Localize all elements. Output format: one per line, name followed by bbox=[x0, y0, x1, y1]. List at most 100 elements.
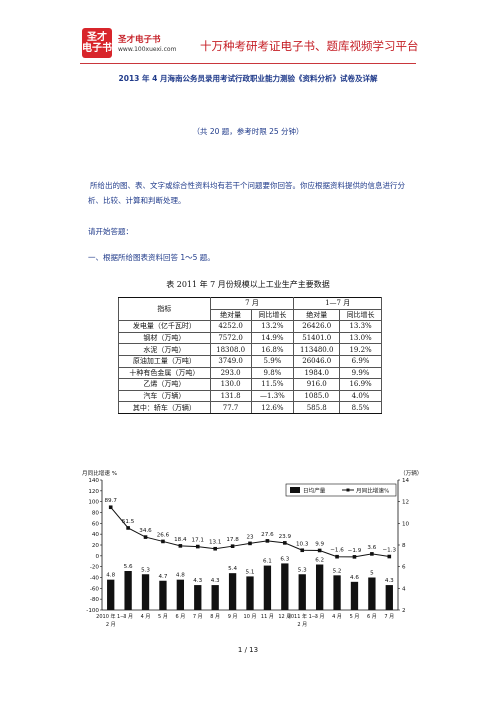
right-tick-label: 8 bbox=[402, 543, 406, 549]
header-jan-jul: 1—7 月 bbox=[293, 297, 382, 310]
intro-paragraph: 所给出的图、表、文字或综合性资料均有若干个问题要你回答。你应根据资料提供的信息进… bbox=[88, 181, 405, 205]
logo-text-top: 圣才 bbox=[87, 32, 107, 43]
header-divider bbox=[80, 63, 416, 64]
left-tick-label: -60 bbox=[90, 586, 100, 592]
x-tick-label: 11 月 bbox=[261, 614, 274, 620]
line-label: 51.5 bbox=[122, 519, 135, 525]
line-label: 13.1 bbox=[209, 540, 222, 546]
line-label: 18.4 bbox=[174, 537, 187, 543]
table-cell-cum-g: 13.3% bbox=[339, 320, 382, 333]
bar-label: 4.7 bbox=[158, 574, 167, 580]
x-tick-sublabel: 2 月 bbox=[297, 622, 307, 628]
table-cell-jul: 18308.0 bbox=[209, 343, 252, 356]
right-tick-label: 6 bbox=[402, 565, 406, 571]
table-row: 十种有色金属（万吨） 293.0 9.8% 1984.0 9.9% bbox=[118, 366, 382, 380]
table-cell-jul: 130.0 bbox=[209, 378, 252, 391]
table-row: 乙烯（万吨） 130.0 11.5% 916.0 16.9% bbox=[118, 378, 382, 391]
left-tick-label: -20 bbox=[90, 565, 100, 571]
x-tick-sublabel: 2 月 bbox=[106, 622, 116, 628]
bar bbox=[298, 574, 306, 610]
right-tick-label: 2 bbox=[402, 608, 406, 614]
x-tick-label: 2011 年 1— bbox=[288, 613, 317, 620]
line-label: 17.1 bbox=[192, 538, 205, 544]
x-tick-label: 5 月 bbox=[350, 614, 360, 620]
left-tick-label: 80 bbox=[92, 511, 100, 517]
bar-label: 6.2 bbox=[315, 558, 324, 564]
brand-name: 圣才电子书 bbox=[118, 35, 161, 45]
left-tick-label: -40 bbox=[90, 576, 100, 582]
table-cell-cum: 1085.0 bbox=[293, 389, 341, 403]
line-label: 23 bbox=[246, 534, 254, 540]
line-point bbox=[248, 541, 252, 546]
line-label: 23.9 bbox=[279, 534, 292, 540]
line-label: 27.6 bbox=[261, 532, 274, 538]
table-cell-jul: 131.8 bbox=[209, 389, 252, 403]
bar-label: 5 bbox=[370, 571, 374, 577]
table-cell-name: 十种有色金属（万吨） bbox=[118, 366, 211, 380]
table-cell-jul-g: 16.8% bbox=[250, 343, 295, 356]
table-cell-cum-g: 4.0% bbox=[339, 389, 382, 403]
line-point bbox=[161, 539, 165, 544]
line-point bbox=[230, 544, 235, 548]
table-row: 其中：轿车（万辆） 77.7 12.6% 585.8 8.5% bbox=[118, 401, 382, 414]
table-row: 原油加工量（万吨） 3749.0 5.9% 26046.0 6.9% bbox=[118, 354, 382, 368]
start-prompt: 请开始答题： bbox=[88, 227, 133, 236]
x-tick-label: 4 月 bbox=[141, 614, 151, 620]
bar bbox=[246, 576, 254, 610]
left-tick-label: 0 bbox=[95, 554, 99, 560]
bar bbox=[350, 581, 359, 610]
table-cell-cum-g: 13.0% bbox=[339, 331, 382, 345]
bar bbox=[315, 564, 324, 610]
bar bbox=[141, 574, 150, 610]
bar-label: 4.6 bbox=[350, 575, 359, 581]
bar bbox=[194, 585, 202, 610]
x-tick-label: 7 月 bbox=[384, 614, 394, 620]
x-tick-label: 12 月 bbox=[278, 614, 291, 620]
bar bbox=[333, 575, 341, 610]
left-tick-label: 100 bbox=[88, 500, 99, 506]
header-july: 7 月 bbox=[209, 297, 295, 310]
doc-title: 2013 年 4 月海南公务员录用考试行政职业能力测验《资料分析》试卷及详解 bbox=[118, 74, 378, 83]
bar bbox=[124, 571, 132, 610]
bar-label: 5.2 bbox=[333, 568, 342, 574]
line-label: 89.7 bbox=[104, 498, 117, 504]
line-label: 17.8 bbox=[226, 537, 239, 543]
table-cell-jul-g: 5.9% bbox=[250, 354, 295, 368]
line-point bbox=[300, 548, 305, 553]
right-tick-label: 4 bbox=[402, 586, 406, 592]
table-cell-cum: 26426.0 bbox=[293, 320, 341, 333]
page-number: 1 / 13 bbox=[237, 646, 259, 654]
legend-bar-swatch bbox=[290, 487, 300, 493]
table-cell-cum: 916.0 bbox=[293, 378, 341, 391]
table-cell-name: 水泥（万吨） bbox=[118, 343, 211, 356]
table-cell-cum-g: 9.9% bbox=[339, 366, 382, 380]
bar bbox=[263, 565, 272, 610]
production-chart: 月同比增速 % （万辆） -100 -80 -60 -40 -20 0 20 40 60 80 100 1… bbox=[82, 469, 422, 628]
left-tick-label: -100 bbox=[86, 608, 99, 614]
x-tick-label: 10 月 bbox=[244, 614, 257, 620]
line-point bbox=[126, 526, 130, 530]
x-tick-label: 4 月 bbox=[332, 614, 342, 620]
x-tick-label: 9 月 bbox=[228, 614, 238, 620]
legend-line-marker bbox=[346, 488, 350, 492]
legend-bar-label: 日均产量 bbox=[303, 487, 326, 495]
brand-logo: 圣才 电子书 bbox=[82, 28, 112, 58]
legend-line-label: 月同比增速% bbox=[356, 487, 389, 495]
table-cell-jul-g: —1.3% bbox=[250, 389, 295, 403]
x-tick-label: 5 月 bbox=[158, 614, 168, 620]
bar-label: 5.3 bbox=[141, 567, 150, 573]
table-cell-jul-g: 12.6% bbox=[250, 401, 295, 414]
line-label: 9.9 bbox=[315, 541, 324, 547]
brand-url[interactable]: www.100xuexi.com bbox=[118, 46, 177, 53]
table-cell-name: 原油加工量（万吨） bbox=[118, 354, 211, 368]
table-cell-jul-g: 13.2% bbox=[250, 320, 295, 333]
line-label: 10.3 bbox=[296, 541, 309, 547]
left-tick-label: 120 bbox=[88, 489, 99, 495]
x-tick-label: 3 月 bbox=[315, 614, 325, 620]
table-cell-jul: 77.7 bbox=[209, 401, 252, 414]
platform-slogan: 十万种考研考证电子书、题库视频学习平台 bbox=[200, 39, 419, 53]
bar bbox=[228, 573, 237, 610]
bar bbox=[176, 579, 185, 610]
bar bbox=[385, 585, 393, 610]
table-cell-jul-g: 14.9% bbox=[250, 331, 295, 345]
